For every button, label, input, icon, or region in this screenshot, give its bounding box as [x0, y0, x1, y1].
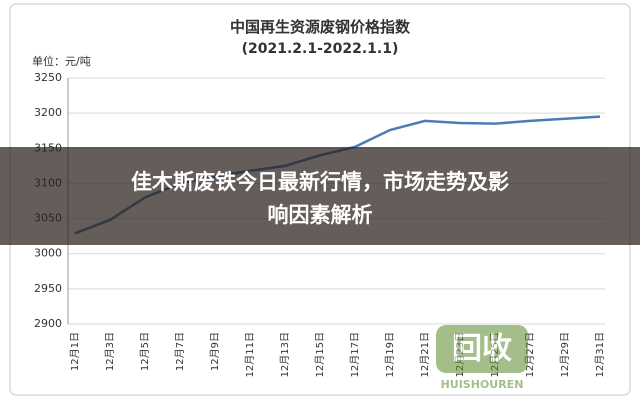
watermark: 回收 HUISHOUREN	[436, 325, 528, 391]
x-tick-label: 12月29日	[559, 332, 571, 377]
x-tick-label: 12月9日	[209, 332, 221, 371]
chart-title: 中国再生资源废钢价格指数	[230, 18, 411, 36]
watermark-logo-box	[436, 325, 528, 373]
x-tick-label: 12月19日	[384, 332, 396, 377]
x-tick-label: 12月11日	[244, 332, 256, 377]
chart-subtitle: (2021.2.1-2022.1.1)	[242, 41, 399, 57]
headline-banner	[0, 147, 640, 245]
watermark-logo: 回收	[452, 332, 512, 367]
x-tick-label: 12月3日	[104, 332, 116, 371]
x-tick-label: 12月21日	[419, 332, 431, 377]
x-tick-label: 12月17日	[349, 332, 361, 377]
y-tick-label: 2950	[34, 282, 62, 295]
unit-label: 单位：元/吨	[32, 54, 91, 68]
headline-line: 佳木斯废铁今日最新行情，市场走势及影	[131, 170, 509, 194]
y-tick-label: 3250	[34, 71, 62, 84]
x-tick-label: 12月13日	[279, 332, 291, 377]
y-tick-label: 3200	[34, 106, 62, 119]
watermark-text: HUISHOUREN	[441, 378, 524, 391]
headline-line: 响因素解析	[268, 203, 373, 227]
x-tick-label: 12月15日	[314, 332, 326, 377]
y-tick-label: 3000	[34, 247, 62, 260]
x-tick-label: 12月1日	[69, 332, 81, 371]
x-tick-label: 12月7日	[174, 332, 186, 371]
x-tick-label: 12月31日	[594, 332, 606, 377]
x-tick-label: 12月5日	[139, 332, 151, 371]
y-tick-label: 2900	[34, 317, 62, 330]
